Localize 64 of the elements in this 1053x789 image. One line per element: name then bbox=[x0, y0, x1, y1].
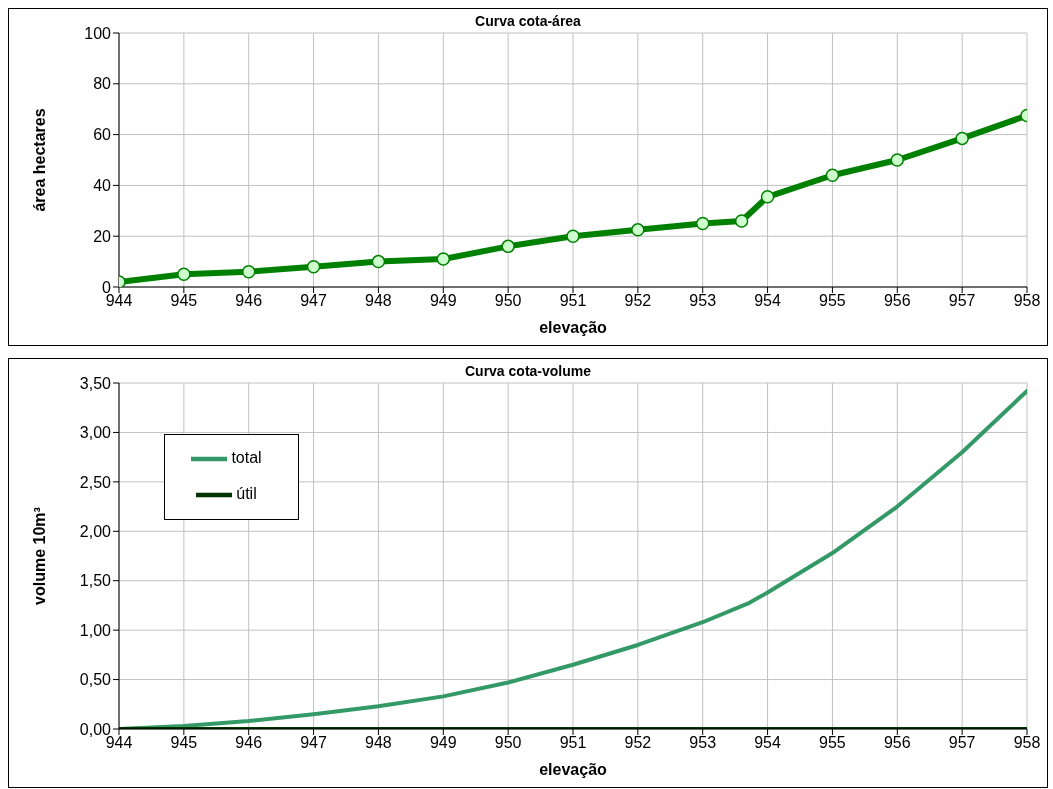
y-tick-label: 1,50 bbox=[79, 572, 112, 590]
x-tick-label: 950 bbox=[494, 292, 522, 310]
x-tick-label: 954 bbox=[754, 734, 782, 752]
y-tick-label: 1,00 bbox=[79, 621, 112, 639]
x-tick-label: 944 bbox=[105, 292, 133, 310]
point bbox=[734, 214, 749, 228]
x-tick-label: 944 bbox=[105, 734, 133, 752]
x-tick-label: 956 bbox=[883, 292, 911, 310]
x-tick-label: 948 bbox=[365, 734, 392, 752]
point bbox=[436, 252, 451, 266]
y-axis-title: volume 10m³ bbox=[30, 507, 48, 605]
point bbox=[631, 223, 645, 237]
chart-title: Curva cota-volume bbox=[464, 363, 592, 379]
point bbox=[566, 229, 580, 243]
point bbox=[825, 168, 840, 182]
x-tick-label: 952 bbox=[624, 734, 652, 752]
x-tick-label: 946 bbox=[235, 292, 263, 310]
chart-title: Curva cota-área bbox=[475, 13, 581, 29]
x-tick-label: 945 bbox=[170, 734, 198, 752]
x-tick-label: 957 bbox=[948, 734, 976, 752]
y-tick-label: 100 bbox=[84, 24, 112, 42]
x-tick-label: 955 bbox=[819, 292, 846, 310]
point bbox=[955, 131, 969, 146]
point bbox=[695, 216, 710, 231]
y-tick-label: 0,50 bbox=[79, 671, 112, 689]
point bbox=[241, 265, 256, 279]
y-tick-label: 3,00 bbox=[79, 424, 112, 442]
point bbox=[306, 259, 321, 274]
x-axis-title: elevação bbox=[539, 319, 608, 336]
x-tick-label: 957 bbox=[948, 292, 976, 310]
x-tick-label: 945 bbox=[170, 292, 198, 310]
x-tick-label: 956 bbox=[883, 734, 911, 752]
point bbox=[177, 267, 191, 282]
x-tick-label: 952 bbox=[624, 292, 652, 310]
x-tick-label: 947 bbox=[300, 292, 328, 310]
y-tick-label: 80 bbox=[93, 75, 112, 93]
x-tick-label: 946 bbox=[235, 734, 263, 752]
y-tick-label: 40 bbox=[93, 177, 112, 195]
x-tick-label: 958 bbox=[1013, 734, 1041, 752]
x-tick-label: 958 bbox=[1013, 292, 1041, 310]
point bbox=[760, 190, 775, 204]
y-axis-title: área hectares bbox=[30, 108, 48, 212]
point bbox=[501, 239, 515, 254]
y-tick-label: 2,00 bbox=[79, 522, 112, 540]
x-tick-label: 951 bbox=[559, 292, 587, 310]
x-tick-label: 949 bbox=[429, 734, 457, 752]
point bbox=[371, 254, 386, 269]
x-tick-label: 948 bbox=[365, 292, 392, 310]
x-tick-label: 953 bbox=[689, 292, 717, 310]
x-tick-label: 947 bbox=[300, 734, 328, 752]
y-tick-label: 20 bbox=[93, 227, 112, 245]
x-tick-label: 949 bbox=[429, 292, 457, 310]
legend-label: total bbox=[231, 449, 262, 467]
x-axis-title: elevação bbox=[539, 761, 608, 778]
y-tick-label: 3,50 bbox=[79, 374, 112, 392]
point bbox=[890, 153, 905, 167]
x-tick-label: 951 bbox=[559, 734, 587, 752]
x-tick-label: 950 bbox=[494, 734, 522, 752]
y-tick-label: 60 bbox=[93, 126, 112, 144]
legend-label: útil bbox=[236, 485, 257, 503]
x-tick-label: 954 bbox=[754, 292, 782, 310]
x-tick-label: 955 bbox=[819, 734, 846, 752]
y-tick-label: 2,50 bbox=[79, 473, 112, 491]
x-tick-label: 953 bbox=[689, 734, 717, 752]
